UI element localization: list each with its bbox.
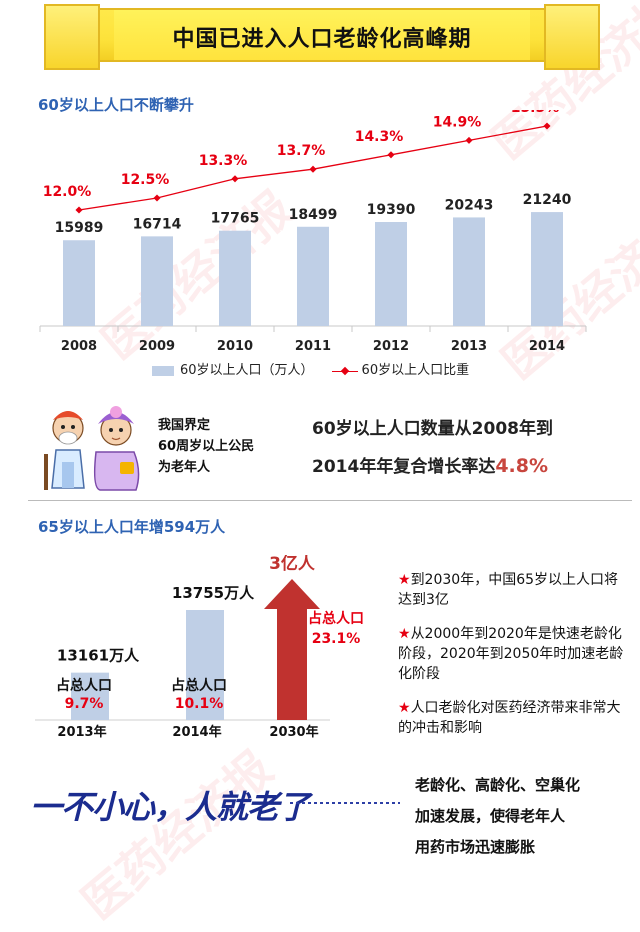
note-text: 从2000年到2020年是快速老龄化阶段，2020年到2050年时加速老龄化阶段	[398, 626, 624, 682]
x-tick-label: 2013	[451, 339, 487, 354]
definition-line: 我国界定	[158, 418, 211, 433]
growth-statement-line1: 60岁以上人口数量从2008年到	[312, 419, 553, 439]
watermark: 医药经济报	[71, 740, 283, 930]
share-value: 23.1%	[312, 631, 361, 647]
share-caption: 占总人口	[171, 677, 227, 694]
share-value: 9.7%	[65, 696, 104, 712]
note-item: ★从2000年到2020年是快速老龄化阶段，2020年到2050年时加速老龄化阶…	[398, 624, 630, 684]
ratio-label: 12.0%	[43, 184, 92, 200]
ratio-label: 13.3%	[199, 153, 248, 169]
bar	[186, 610, 224, 720]
chart-legend: 60岁以上人口（万人） 60岁以上人口比重	[152, 359, 469, 378]
x-tick-label: 2010	[217, 339, 253, 354]
bar	[71, 672, 109, 720]
bar	[375, 221, 407, 326]
share-caption: 占总人口	[308, 610, 364, 627]
bar	[277, 607, 307, 720]
x-tick-label: 2014	[529, 339, 565, 354]
bar-value-label: 13755万人	[172, 584, 255, 602]
bar-value-label: 18499	[289, 207, 338, 223]
bar	[141, 236, 173, 326]
over65-population-chart: 13161万人占总人口9.7%2013年13755万人占总人口10.1%2014…	[35, 555, 364, 740]
ratio-label: 14.9%	[433, 114, 482, 130]
share-value: 10.1%	[175, 696, 224, 712]
note-item: ★到2030年，中国65岁以上人口将达到3亿	[398, 570, 630, 610]
up-arrow-icon	[264, 579, 320, 609]
growth-rate: 4.8%	[495, 455, 549, 477]
ratio-label: 14.3%	[355, 129, 404, 145]
ratio-label: 13.7%	[277, 143, 326, 159]
ratio-label: 15.5%	[511, 110, 560, 116]
growth-statement-line2: 2014年年复合增长率达4.8%	[312, 452, 548, 477]
legend-bar-swatch	[152, 365, 174, 376]
bar-value-label: 15989	[55, 220, 104, 236]
page-title: 中国已进入人口老龄化高峰期	[172, 27, 472, 52]
bar-value-label: 19390	[367, 202, 416, 218]
section2-title: 65岁以上人口年增594万人	[38, 518, 226, 536]
star-icon: ★	[398, 626, 411, 642]
notes-list: ★到2030年，中国65岁以上人口将达到3亿 ★从2000年到2020年是快速老…	[398, 570, 630, 752]
bar-value-label: 16714	[133, 216, 182, 232]
ratio-label: 12.5%	[121, 172, 170, 188]
ratio-point	[75, 206, 83, 214]
elderly-definition: 我国界定 60周岁以上公民 为老年人	[158, 415, 254, 478]
bar-value-label: 17765	[211, 211, 260, 227]
share-caption: 占总人口	[56, 677, 112, 694]
legend-line-swatch	[331, 366, 358, 376]
banner-left-cap	[44, 4, 100, 70]
bar-value-label: 13161万人	[57, 647, 140, 665]
conclusion: 老龄化、高龄化、空巢化 加速发展，使得老年人 用药市场迅速膨胀	[415, 770, 580, 863]
legend-bar-label: 60岁以上人口（万人）	[180, 363, 314, 378]
star-icon: ★	[398, 700, 411, 716]
definition-line: 为老年人	[158, 460, 211, 475]
note-text: 到2030年，中国65岁以上人口将达到3亿	[398, 572, 619, 608]
banner-right-cap	[544, 4, 600, 70]
bar	[219, 230, 251, 326]
definition-line: 60周岁以上公民	[158, 439, 255, 454]
legend-line-label: 60岁以上人口比重	[361, 363, 470, 378]
ratio-point	[309, 165, 317, 173]
ratio-point	[543, 122, 551, 130]
ratio-point	[231, 175, 239, 183]
bar-value-label: 21240	[523, 192, 572, 208]
conclusion-line: 老龄化、高龄化、空巢化	[415, 776, 581, 794]
note-item: ★人口老龄化对医药经济带来非常大的冲击和影响	[398, 698, 630, 738]
bar	[531, 212, 563, 326]
bar-value-label: 20243	[445, 197, 494, 213]
conclusion-line: 加速发展，使得老年人	[415, 807, 566, 825]
slogan: 一不小心，人就老了	[30, 788, 310, 826]
x-tick-label: 2008	[61, 339, 97, 354]
elderly-population-chart: 15989 2008 16714 2009 17765 2010 18499 2011 1939…	[39, 110, 587, 354]
x-tick-label: 2014年	[172, 724, 221, 740]
elderly-couple-icon	[44, 406, 140, 491]
bar	[63, 240, 95, 326]
banner-body	[114, 10, 530, 60]
ratio-point	[387, 151, 395, 159]
x-tick-label: 2011	[295, 339, 331, 354]
ratio-point	[465, 136, 473, 144]
note-text: 人口老龄化对医药经济带来非常大的冲击和影响	[398, 700, 621, 736]
bar	[297, 226, 329, 326]
conclusion-line: 用药市场迅速膨胀	[415, 838, 536, 856]
bar	[453, 217, 485, 326]
section1-title: 60岁以上人口不断攀升	[38, 96, 194, 114]
title-banner: 中国已进入人口老龄化高峰期	[44, 4, 600, 70]
x-tick-label: 2013年	[57, 724, 106, 740]
star-icon: ★	[398, 572, 411, 588]
growth-prefix: 2014年年复合增长率达	[312, 457, 496, 477]
x-tick-label: 2030年	[269, 724, 318, 740]
bar-value-label: 3亿人	[269, 555, 316, 574]
ratio-point	[153, 194, 161, 202]
dotted-leader	[290, 802, 400, 804]
section-divider	[28, 500, 632, 501]
x-tick-label: 2012	[373, 339, 409, 354]
x-tick-label: 2009	[139, 339, 175, 354]
